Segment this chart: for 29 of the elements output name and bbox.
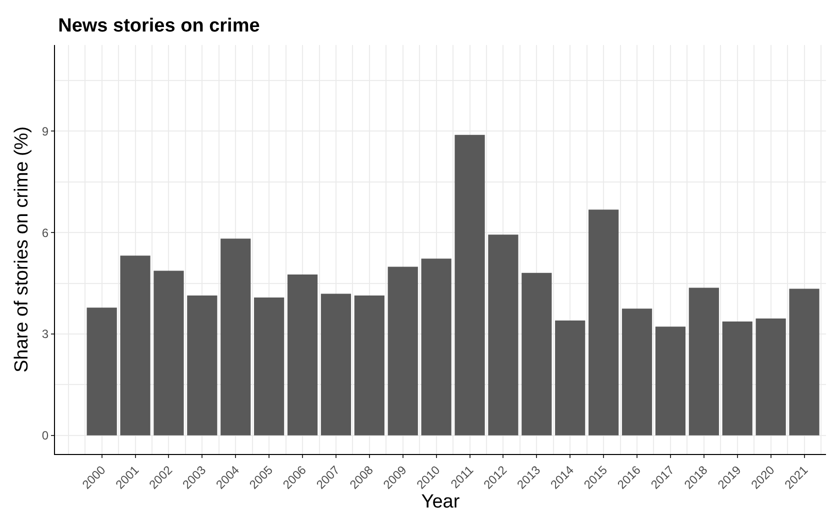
bar	[622, 308, 652, 436]
bar	[688, 288, 719, 436]
bar	[154, 270, 184, 436]
bar	[120, 256, 150, 436]
y-tick-label: 3	[42, 327, 49, 342]
y-axis-title: Share of stories on crime (%)	[12, 126, 33, 373]
bar	[789, 288, 820, 436]
bar	[722, 322, 752, 436]
bar	[254, 298, 284, 436]
bar	[454, 134, 485, 436]
bar	[655, 326, 686, 436]
y-tick-label: 9	[42, 124, 49, 138]
x-axis-title: Year	[421, 492, 460, 513]
bar	[220, 238, 251, 436]
bar	[86, 308, 117, 436]
chart-title: News stories on crime	[58, 15, 260, 36]
bar	[756, 318, 786, 436]
bar	[588, 210, 619, 436]
bar	[388, 266, 418, 436]
bar	[421, 258, 452, 436]
bar	[555, 320, 586, 436]
bar	[187, 295, 218, 436]
bar	[354, 295, 384, 436]
bar	[488, 234, 518, 436]
bar	[522, 272, 552, 436]
y-tick-label: 6	[42, 226, 49, 240]
y-tick-label: 0	[42, 428, 49, 443]
bar	[320, 294, 352, 436]
bar	[287, 274, 318, 436]
